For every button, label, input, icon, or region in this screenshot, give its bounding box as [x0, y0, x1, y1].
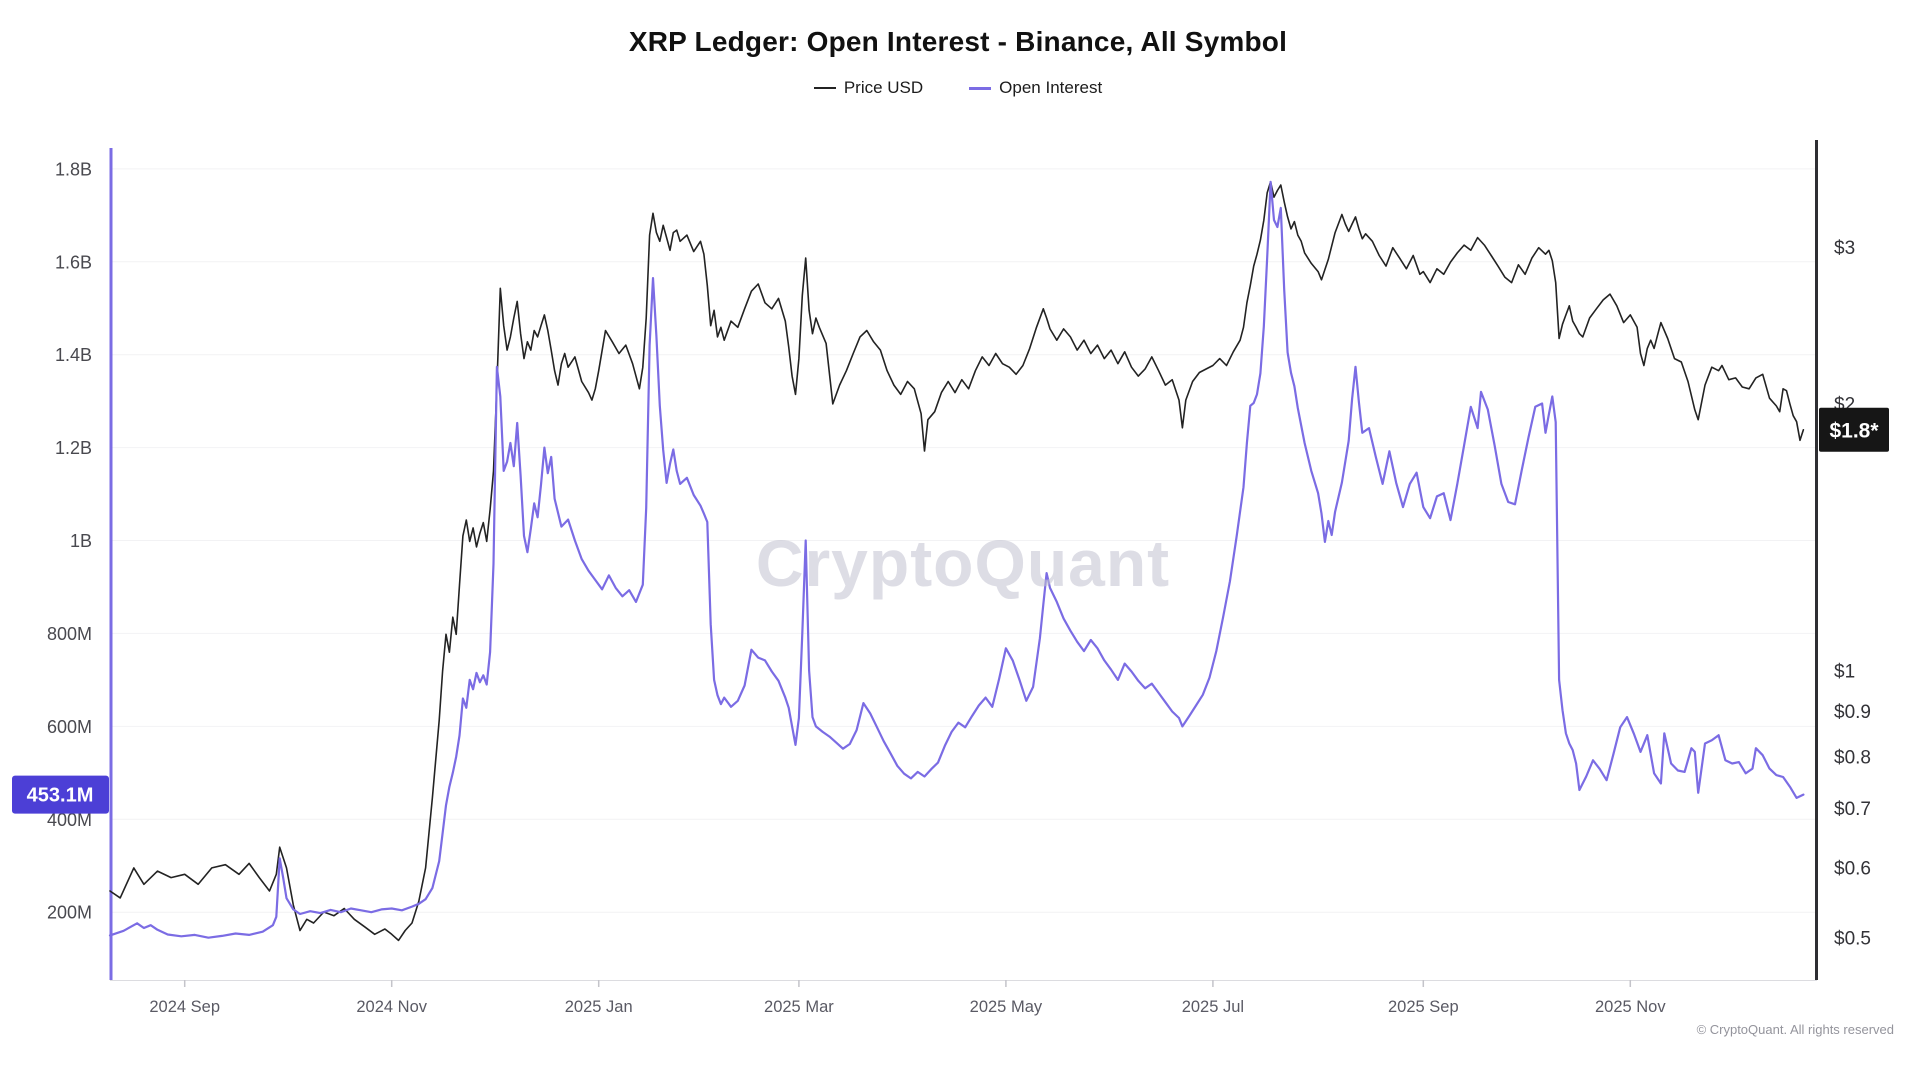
open-interest-value-badge-label: 453.1M — [27, 785, 94, 807]
x-tick-label: 2025 Jan — [565, 998, 633, 1016]
legend-item-open-interest: Open Interest — [969, 78, 1102, 98]
legend-item-price: Price USD — [813, 78, 924, 98]
legend: Price USD Open Interest — [0, 78, 1916, 98]
open-interest-line — [108, 180, 1805, 939]
price-line-swatch-icon — [813, 87, 836, 89]
legend-label-open-interest: Open Interest — [999, 78, 1103, 97]
y-left-tick-label: 200M — [47, 903, 92, 923]
y-left-tick-label: 1.2B — [55, 438, 92, 458]
y-left-tick-label: 400M — [47, 810, 92, 830]
y-left-tick-label: 1.4B — [55, 345, 92, 365]
y-left-tick-label: 1.8B — [55, 159, 92, 179]
price-usd-line — [109, 181, 1805, 942]
y-left-tick-label: 1B — [70, 531, 92, 551]
y-left-tick-label: 800M — [47, 624, 92, 644]
x-tick-label: 2025 Nov — [1595, 998, 1666, 1016]
price-value-badge — [1819, 407, 1889, 452]
y-right-tick-label: $1 — [1834, 662, 1855, 683]
y-left-tick-label: 600M — [47, 717, 92, 737]
x-tick-label: 2025 May — [970, 998, 1043, 1016]
x-tick-label: 2024 Sep — [149, 998, 220, 1016]
x-tick-label: 2025 Jul — [1182, 998, 1244, 1016]
legend-label-price: Price USD — [843, 78, 924, 97]
chart-title: XRP Ledger: Open Interest - Binance, All… — [628, 26, 1288, 57]
x-tick-label: 2024 Nov — [356, 998, 427, 1016]
copyright-notice: © CryptoQuant. All rights reserved — [1696, 1022, 1894, 1037]
y-right-tick-label: $0.8 — [1834, 748, 1871, 769]
y-right-tick-label: $3 — [1834, 238, 1855, 259]
price-value-badge-label: $1.8* — [1829, 419, 1879, 442]
x-tick-label: 2025 Sep — [1388, 998, 1459, 1016]
y-right-tick-label: $0.6 — [1834, 858, 1871, 879]
open-interest-line-swatch-icon — [969, 86, 992, 90]
x-tick-label: 2025 Mar — [764, 998, 834, 1016]
open-interest-value-badge — [12, 775, 109, 814]
y-right-tick-label: $0.9 — [1834, 702, 1871, 723]
y-right-tick-label: $0.5 — [1834, 929, 1871, 950]
y-left-tick-label: 1.6B — [55, 252, 92, 272]
y-right-tick-label: $0.7 — [1834, 799, 1871, 820]
